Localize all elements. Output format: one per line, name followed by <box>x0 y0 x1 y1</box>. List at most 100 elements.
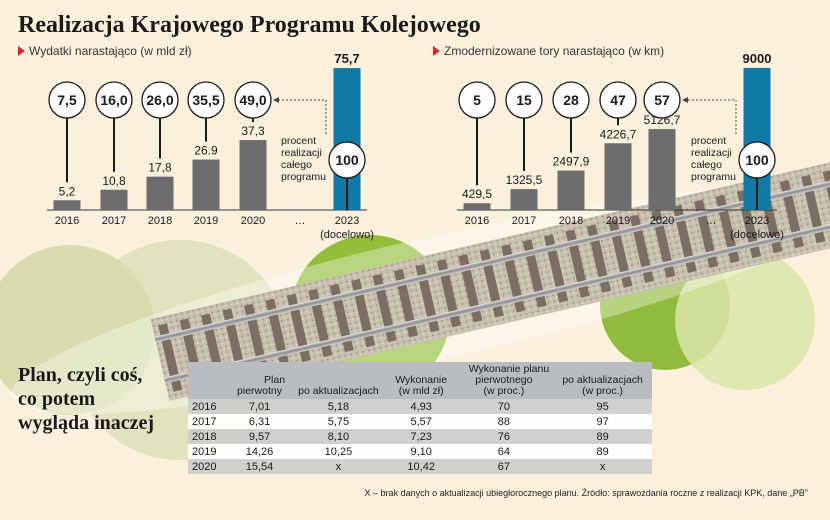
cell-wykonanie: 10,42 <box>387 459 455 474</box>
cell-year: 2018 <box>188 429 230 444</box>
data-bar <box>192 159 220 210</box>
track-sleeper <box>243 303 269 372</box>
cell-wykonanie: 7,23 <box>387 429 455 444</box>
percent-label: 47 <box>610 92 626 108</box>
page-title: Realizacja Krajowego Programu Kolejowego <box>18 12 481 38</box>
track-sleeper <box>351 278 376 348</box>
x-tick-label: … <box>706 215 717 227</box>
data-label: 9000 <box>743 51 772 66</box>
cell-pct-pierw: 70 <box>454 399 554 414</box>
header-wykonanie: Wykonanie (w mld zł) <box>387 362 455 399</box>
track-sleeper <box>393 269 419 338</box>
track-sleeper <box>715 194 740 264</box>
x-tick-label: 2017 <box>102 215 126 227</box>
percent-label: 26,0 <box>146 92 173 108</box>
plan-table: Plan pierwotny po aktualizacjach Wykonani… <box>188 362 652 474</box>
cell-pierwotny: 15,54 <box>230 459 290 474</box>
table-row: 2018 9,57 8,10 7,23 76 89 <box>188 429 652 444</box>
x-tick-label: 2019 <box>194 215 218 227</box>
x-tick-note: (docelowo) <box>320 229 374 241</box>
track-sleeper <box>522 239 547 308</box>
annotation-line: programu <box>691 171 736 183</box>
track-sleeper <box>372 274 397 343</box>
x-tick-label: 2019 <box>606 215 630 227</box>
track-sleeper <box>501 244 526 313</box>
annotation-line: programu <box>281 171 326 183</box>
data-bar <box>604 143 632 210</box>
data-label: 26.9 <box>194 144 218 158</box>
plan-title-line: wygląda inaczej <box>18 412 155 434</box>
cell-pct-akt: 97 <box>553 414 652 429</box>
track-sleeper <box>565 229 590 298</box>
cell-pct-pierw: 76 <box>454 429 554 444</box>
x-tick-label: … <box>295 215 306 227</box>
percent-circle <box>234 81 272 119</box>
cell-pierwotny: 9,57 <box>230 429 290 444</box>
table-row: 2019 14,26 10,25 9,10 64 89 <box>188 444 652 459</box>
arrow-head-icon <box>273 97 279 103</box>
x-tick-label: 2018 <box>148 215 172 227</box>
data-label: 10,8 <box>102 174 126 188</box>
track-sleeper <box>651 209 676 278</box>
annotation-arrow <box>686 99 737 134</box>
header-label: Wykonanie planu <box>468 363 550 375</box>
track-sleeper <box>672 204 697 274</box>
annotation-line: realizacji <box>691 147 732 159</box>
cell-year: 2020 <box>188 459 230 474</box>
cell-po-akt: 8,10 <box>289 429 388 444</box>
track-sleeper <box>801 175 826 244</box>
background-decoration <box>0 157 830 460</box>
arrow-head-icon <box>682 97 688 103</box>
data-label: 75,7 <box>334 51 359 66</box>
percent-circle <box>458 81 496 119</box>
annotation-line: procent <box>281 135 316 147</box>
cell-wykonanie: 9,10 <box>387 444 455 459</box>
cell-wykonanie: 4,93 <box>387 399 455 414</box>
data-label: 17,8 <box>148 161 172 175</box>
red-triangle-icon <box>18 46 25 56</box>
chart-wydatki: 2016 5,2 7,5 2017 10,8 16,0 2018 17,8 26,0 2019 26… <box>47 51 374 241</box>
cell-pct-akt: 89 <box>553 429 652 444</box>
percent-label: 49,0 <box>239 92 266 108</box>
percent-circle <box>187 81 225 119</box>
data-bar <box>239 140 267 210</box>
header-label: pierwotny <box>237 385 282 397</box>
percent-circle <box>738 141 776 179</box>
cell-wykonanie: 5,57 <box>387 414 455 429</box>
chart-tory: 2016 429,5 5 2017 1325,5 15 2018 2497,9 28 2019 42… <box>457 51 784 241</box>
plan-title-line: co potem <box>18 388 96 410</box>
subtitle-text: Zmodernizowane tory narastająco (w km) <box>444 44 665 58</box>
percent-circle <box>599 81 637 119</box>
cell-year: 2016 <box>188 399 230 414</box>
data-label: 429,5 <box>462 187 492 201</box>
track-sleeper <box>608 219 633 288</box>
track-sleeper <box>222 308 247 377</box>
data-bar <box>648 129 676 210</box>
percent-circle <box>141 81 179 119</box>
percent-label: 57 <box>654 92 670 108</box>
header-label: (w mld zł) <box>398 385 444 397</box>
cell-po-akt: 5,18 <box>289 399 388 414</box>
cell-pierwotny: 6,31 <box>230 414 290 429</box>
cell-pct-pierw: 64 <box>454 444 554 459</box>
track-sleeper <box>458 254 483 323</box>
header-label: Plan <box>264 374 286 386</box>
header-label: pierwotnego <box>475 374 533 386</box>
cell-pct-akt: x <box>553 459 652 474</box>
data-label: 37,3 <box>241 124 265 138</box>
data-label: 1325,5 <box>506 173 543 187</box>
x-tick-label: 2018 <box>559 215 583 227</box>
header-wyk-po-akt: po aktualizacjach (w proc.) <box>553 362 652 399</box>
percent-label: 5 <box>473 92 481 108</box>
cell-pierwotny: 7,01 <box>230 399 290 414</box>
data-label: 5126,7 <box>644 113 681 127</box>
annotation-line: realizacji <box>281 147 322 159</box>
track-sleeper <box>436 259 461 328</box>
header-label: (w proc.) <box>483 385 525 397</box>
header-label: po aktualizacjach <box>562 374 643 386</box>
data-label: 2497,9 <box>553 155 590 169</box>
track-sleeper <box>308 288 333 358</box>
data-bar <box>510 189 538 210</box>
track-sleeper <box>158 323 183 392</box>
